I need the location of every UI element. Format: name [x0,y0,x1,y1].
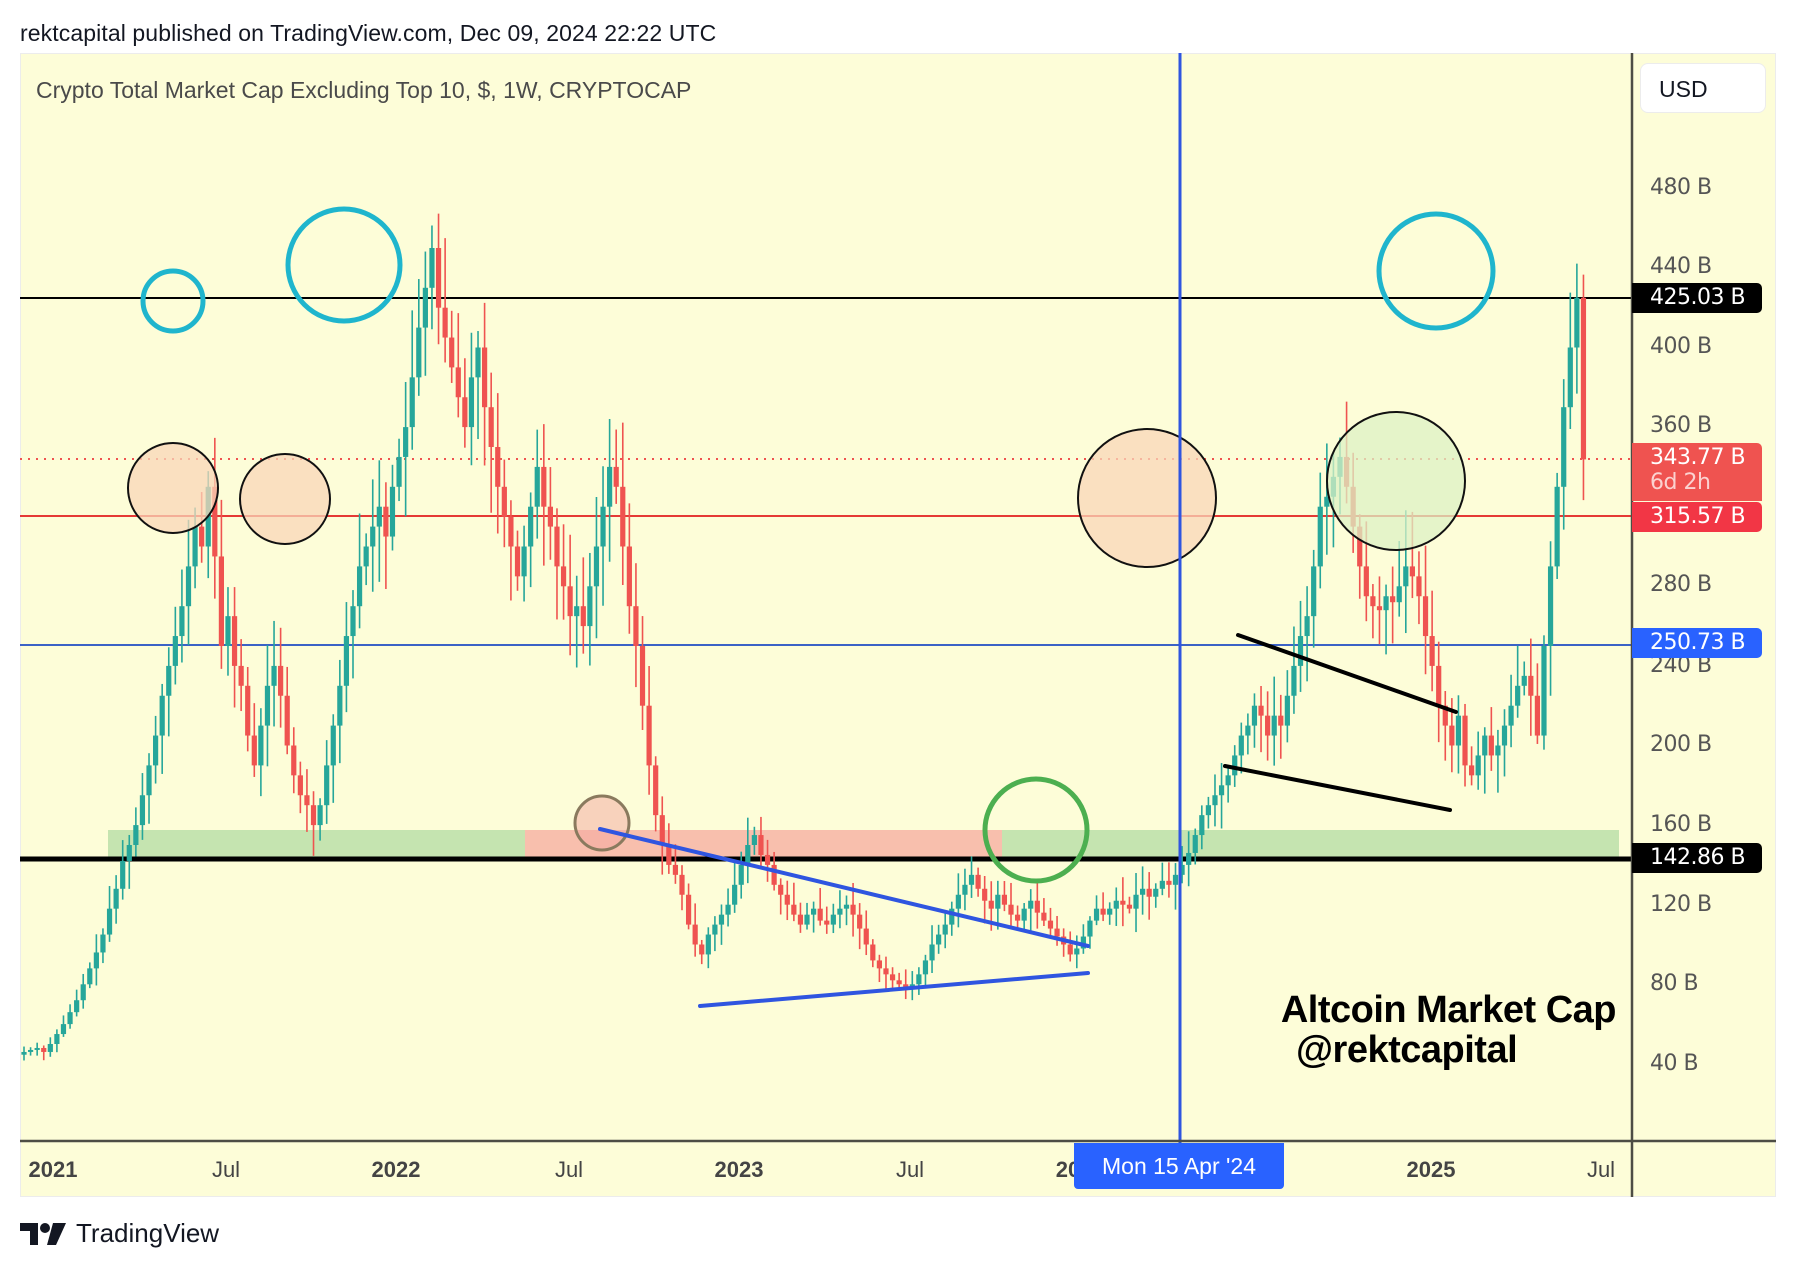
published-caption: rektcapital published on TradingView.com… [20,20,717,46]
x-tick: Jul [211,1157,241,1182]
x-tick: 2023 [714,1157,764,1182]
breakout-circle [982,776,1090,884]
cyan-top-circle-2 [285,206,403,324]
tradingview-footer[interactable]: TradingView [20,1218,219,1249]
y-tick: 480 B [1650,175,1712,200]
x-tick: Jul [1586,1157,1616,1182]
y-tick: 200 B [1650,732,1712,757]
price-label-425: 425.03 B [1632,283,1762,313]
last-price-label: 343.77 B 6d 2h [1632,443,1762,501]
currency-button[interactable]: USD [1640,63,1766,113]
x-tick: 2022 [371,1157,421,1182]
price-label-142: 142.86 B [1632,843,1762,873]
bar-countdown: 6d 2h [1650,470,1711,495]
candlestick-series [21,213,1587,1061]
tradingview-brand: TradingView [76,1218,220,1248]
symbol-title: Crypto Total Market Cap Excluding Top 10… [36,77,692,103]
triangle-upper-trendline [598,827,1090,948]
resistance-circle-1 [127,442,219,534]
y-tick: 40 B [1650,1051,1699,1076]
green-support-zone-2 [1002,830,1619,857]
cyan-top-circle-1 [140,268,206,334]
watermark-title: Altcoin Market Cap [1280,989,1617,1031]
y-tick: 160 B [1650,812,1712,837]
price-label-315: 315.57 B [1632,502,1762,532]
triangle-lower-trendline [698,971,1090,1008]
support-flip-circle [1326,411,1466,551]
watermark: Altcoin Market Cap @rektcapital [1200,990,1640,1070]
y-tick: 360 B [1650,413,1712,438]
crosshair-date-label: Mon 15 Apr '24 [1074,1143,1284,1189]
tradingview-logo-icon [20,1222,66,1245]
last-price-value: 343.77 B [1650,445,1746,470]
channel-lower-trendline [1223,764,1452,812]
y-tick: 280 B [1650,572,1712,597]
y-tick: 440 B [1650,254,1712,279]
x-tick: 2025 [1406,1157,1456,1182]
cyan-top-circle-3 [1376,211,1496,331]
x-tick: Jul [554,1157,584,1182]
x-tick: Jul [895,1157,925,1182]
channel-upper-trendline [1236,633,1458,714]
y-tick: 400 B [1650,334,1712,359]
y-tick: 120 B [1650,892,1712,917]
watermark-handle: @rektcapital [1296,1029,1518,1071]
price-label-250: 250.73 B [1632,628,1762,658]
resistance-circle-2 [239,453,331,545]
resistance-circle-3 [1077,428,1217,568]
rejection-circle [573,794,631,852]
x-tick: 2021 [28,1157,78,1182]
y-tick: 80 B [1650,971,1699,996]
